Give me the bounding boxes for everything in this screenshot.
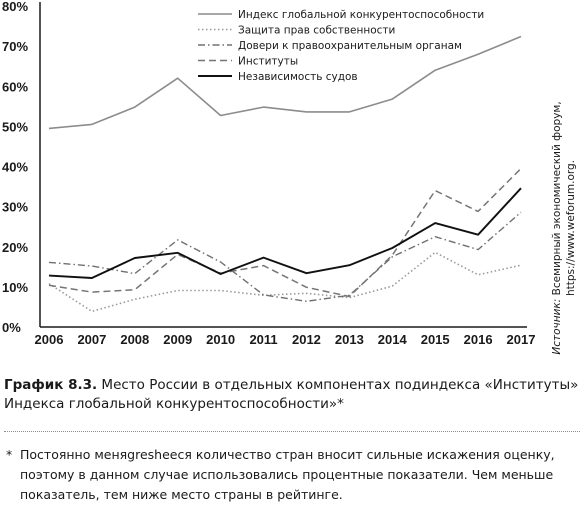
source-note: Источник: Всемирный экономический форум,… <box>551 101 577 354</box>
source-line-1: Источник: Всемирный экономический форум, <box>551 101 563 354</box>
series-line-1 <box>48 35 522 130</box>
y-tick-label: 80% <box>2 0 28 14</box>
x-tick-label: 2015 <box>421 332 450 347</box>
y-tick-label: 0% <box>2 320 21 335</box>
legend-label: Индекс глобальной конкурентоспособности <box>238 9 484 21</box>
legend: Индекс глобальной конкурентоспособности З… <box>198 9 484 83</box>
source-org: Всемирный экономический форум, <box>551 101 563 298</box>
series-line-5 <box>48 187 522 279</box>
figure-title: Место России в отдельных компонентах под… <box>4 377 579 412</box>
legend-label: Довери к правоохранительным органам <box>238 40 462 52</box>
legend-label: Защита прав собственности <box>238 25 395 37</box>
x-tick-label: 2016 <box>464 332 493 347</box>
x-tick-label: 2010 <box>206 332 235 347</box>
x-tick-label: 2009 <box>163 332 192 347</box>
figure-number: График 8.3. <box>4 377 98 393</box>
footnote-divider <box>4 431 580 432</box>
x-tick-label: 2007 <box>77 332 106 347</box>
x-tick-label: 2011 <box>249 332 277 347</box>
x-tick-label: 2008 <box>120 332 149 347</box>
source-line-2: https://www.weforum.org. <box>565 160 577 296</box>
y-tick-label: 10% <box>2 280 28 295</box>
series-lines <box>48 35 522 313</box>
series-line-4 <box>48 167 522 298</box>
y-tick-label: 50% <box>2 119 28 134</box>
x-tick-label: 2012 <box>292 332 321 347</box>
series-line-3 <box>48 211 522 302</box>
y-axis: 0% 10% 20% 30% 40% 50% 60% 70% 80% <box>2 0 28 335</box>
footnote-mark: * <box>6 447 13 462</box>
source-label: Источник: <box>551 299 563 355</box>
y-tick-label: 20% <box>2 240 28 255</box>
series-line-2 <box>48 251 522 313</box>
x-tick-label: 2006 <box>35 332 64 347</box>
x-tick-label: 2017 <box>507 332 536 347</box>
line-chart: 0%10%20%30%40%50%60%70%80% 2006 2007 2008 2… <box>2 0 577 355</box>
footnote-text: Постоянно меняgreshееся количество стран… <box>20 447 555 502</box>
x-axis: 2006 2007 2008 2009 2010 2011 2012 2013 2014 2015… <box>35 332 536 347</box>
y-tick-label: 60% <box>2 79 28 94</box>
y-tick-label: 40% <box>2 160 28 175</box>
footnote: * Постоянно меняgreshееся количество стра… <box>6 445 580 505</box>
y-tick-label: 30% <box>2 200 28 215</box>
x-tick-label: 2014 <box>378 332 408 347</box>
legend-label: Институты <box>238 56 298 68</box>
y-tick-label: 70% <box>2 39 28 54</box>
x-tick-label: 2013 <box>335 332 364 347</box>
legend-label: Независимость судов <box>238 71 358 83</box>
figure-caption: График 8.3. Место России в отдельных ком… <box>4 376 580 414</box>
